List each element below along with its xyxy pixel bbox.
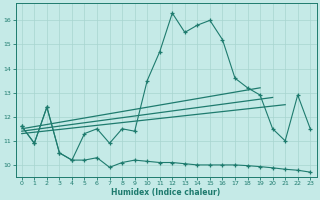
X-axis label: Humidex (Indice chaleur): Humidex (Indice chaleur) <box>111 188 221 197</box>
